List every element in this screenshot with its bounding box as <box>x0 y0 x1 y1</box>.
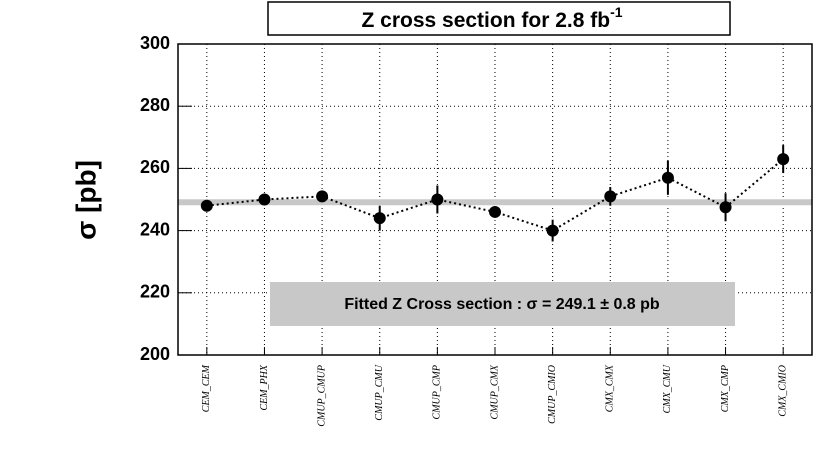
annotation: Fitted Z Cross section : σ = 249.1 ± 0.8… <box>344 296 660 313</box>
chart-title: Z cross section for 2.8 fb-1 <box>361 4 622 32</box>
data-point <box>777 153 790 166</box>
x-tick-label: CMX_CMP <box>720 365 731 412</box>
x-tick-label: CMUP_CMIO <box>547 365 558 424</box>
y-tick-label: 280 <box>140 95 170 115</box>
data-point <box>546 224 559 237</box>
title-superscript: -1 <box>610 4 623 20</box>
title-main: Z cross section for 2.8 fb <box>361 9 610 32</box>
x-tick-label: CMX_CMIO <box>777 365 788 417</box>
y-axis-label: σ [pb] <box>70 160 101 240</box>
data-point <box>431 193 444 206</box>
y-tick-label: 300 <box>140 33 170 53</box>
data-point <box>258 193 271 206</box>
y-tick-label: 260 <box>140 157 170 177</box>
y-tick-label: 220 <box>140 282 170 302</box>
data-point <box>373 212 386 225</box>
plot-frame <box>177 43 813 356</box>
data-point <box>719 201 732 214</box>
data-point <box>604 190 617 203</box>
y-tick-label: 200 <box>140 344 170 364</box>
x-tick-label: CMUP_CMX <box>489 364 500 419</box>
x-tick-label: CMUP_CMUP <box>316 365 327 427</box>
data-point <box>661 171 674 184</box>
data-point <box>489 205 501 218</box>
x-tick-label: CMX_CMX <box>605 364 616 412</box>
x-tick-label: CMUP_CMP <box>432 365 443 419</box>
x-tick-label: CEM_PHX <box>259 364 270 410</box>
data-point <box>200 199 213 212</box>
connect-line <box>206 158 784 232</box>
data-point <box>316 190 329 203</box>
x-tick-label: CMX_CMU <box>662 364 673 413</box>
title-box <box>267 1 731 36</box>
x-tick-label: CEM_CEM <box>201 364 212 412</box>
annotation-box <box>270 282 735 326</box>
y-tick-label: 240 <box>140 219 170 239</box>
x-tick-label: CMUP_CMU <box>374 364 385 420</box>
